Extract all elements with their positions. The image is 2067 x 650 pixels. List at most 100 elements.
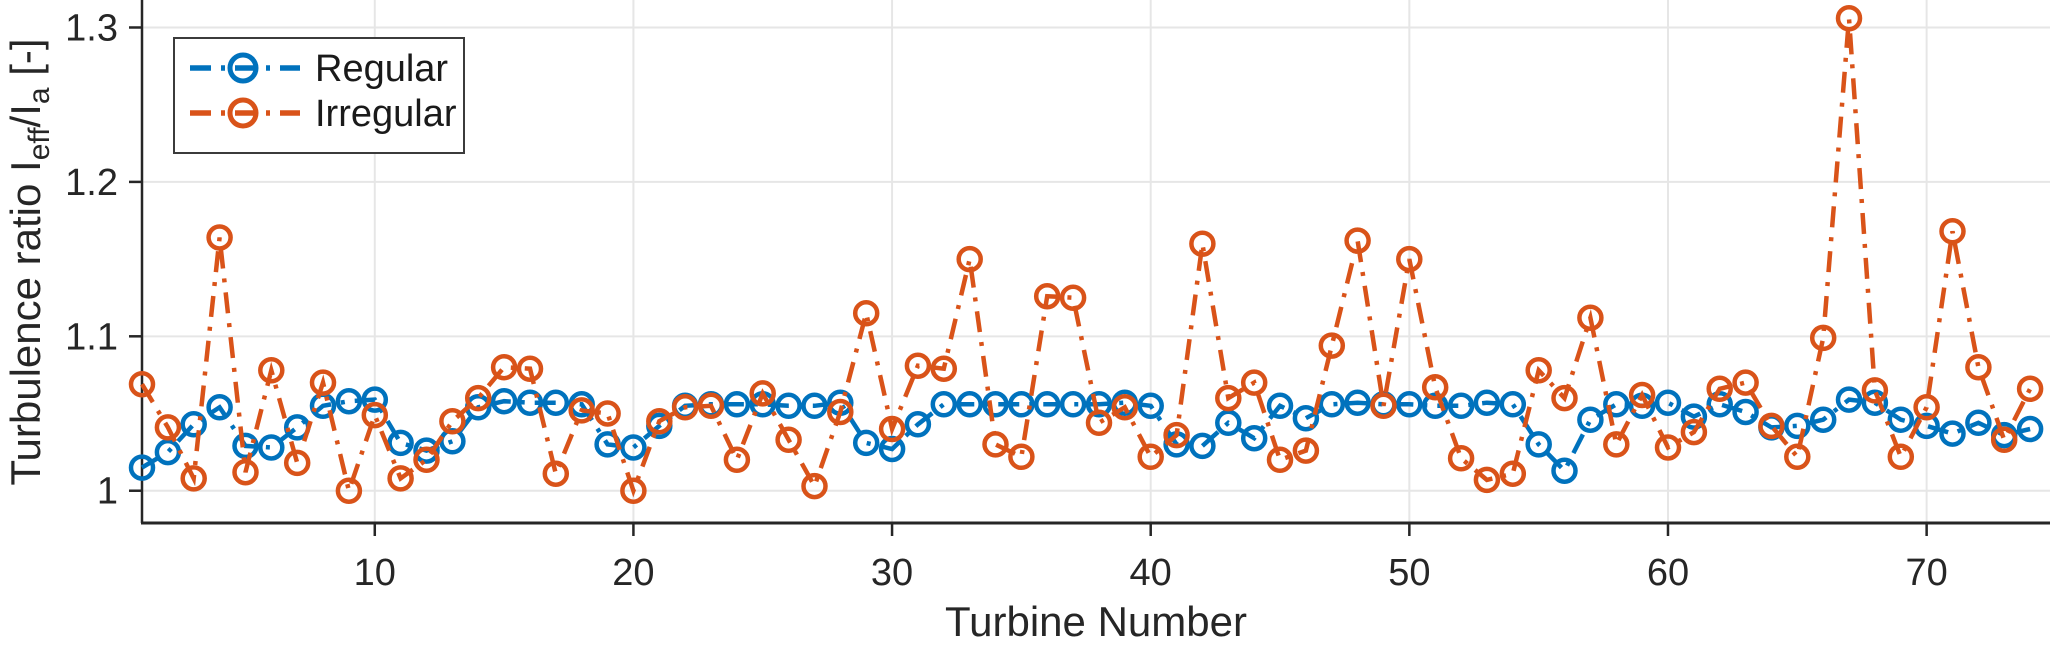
data-point-regular-turbine-32	[930, 391, 958, 418]
legend-label-irregular: Irregular	[315, 93, 457, 135]
y-axis-label: Turbulence ratio Ieff/Ia [-]	[2, 38, 56, 485]
data-point-irregular-turbine-22	[671, 394, 699, 421]
data-point-regular-turbine-54	[1499, 391, 1527, 418]
data-point-irregular-turbine-47	[1318, 332, 1346, 359]
data-point-irregular-turbine-11	[387, 465, 414, 492]
data-point-irregular-turbine-36	[1033, 282, 1061, 310]
data-point-irregular-turbine-20	[620, 477, 647, 504]
data-point-regular-turbine-11	[387, 429, 414, 457]
data-point-irregular-turbine-17	[542, 460, 570, 487]
data-point-regular-turbine-71	[1939, 420, 1966, 447]
data-point-irregular-turbine-59	[1628, 381, 1656, 409]
data-point-regular-turbine-26	[775, 392, 802, 420]
x-tick-label: 20	[612, 552, 654, 594]
data-point-regular-turbine-74	[2016, 415, 2044, 443]
axes	[129, 0, 2050, 536]
data-point-irregular-turbine-60	[1654, 434, 1682, 461]
data-point-irregular-turbine-25	[749, 380, 776, 407]
data-point-irregular-turbine-10	[361, 401, 389, 429]
data-point-irregular-turbine-68	[1861, 377, 1889, 404]
legend-label-regular: Regular	[315, 48, 448, 90]
data-point-regular-turbine-51	[1421, 392, 1449, 420]
data-point-regular-turbine-44	[1240, 424, 1268, 452]
data-point-regular-turbine-58	[1603, 391, 1630, 418]
data-point-regular-turbine-10	[361, 386, 389, 413]
legend-marker-irregular	[227, 97, 259, 129]
data-point-regular-turbine-56	[1551, 457, 1578, 484]
data-point-irregular-turbine-37	[1059, 284, 1087, 311]
data-point-regular-turbine-55	[1525, 431, 1552, 458]
data-point-irregular-turbine-24	[723, 446, 751, 474]
data-point-irregular-turbine-4	[206, 224, 233, 251]
y-tick-label: 1.2	[65, 162, 118, 204]
x-axis-label: Turbine Number	[945, 598, 1247, 645]
series-irregular	[128, 4, 2044, 504]
data-point-regular-turbine-3	[180, 411, 207, 438]
data-point-regular-turbine-36	[1033, 391, 1061, 418]
data-point-regular-turbine-72	[1965, 409, 1992, 437]
data-point-irregular-turbine-74	[2016, 375, 2044, 403]
data-point-irregular-turbine-48	[1344, 227, 1371, 254]
data-point-regular-turbine-43	[1215, 409, 1242, 437]
data-point-irregular-turbine-30	[878, 415, 906, 443]
data-point-irregular-turbine-50	[1396, 245, 1423, 273]
y-tick-label: 1.3	[65, 7, 118, 49]
x-tick-label: 50	[1388, 552, 1430, 594]
data-point-irregular-turbine-71	[1939, 218, 1966, 245]
data-point-regular-turbine-24	[723, 391, 751, 418]
data-point-irregular-turbine-35	[1008, 443, 1035, 471]
data-point-irregular-turbine-57	[1577, 304, 1604, 332]
data-point-irregular-turbine-67	[1835, 4, 1863, 32]
data-point-irregular-turbine-29	[852, 299, 880, 327]
data-point-regular-turbine-17	[542, 389, 570, 416]
data-point-irregular-turbine-44	[1240, 369, 1268, 396]
data-point-irregular-turbine-55	[1525, 357, 1552, 384]
series-line-irregular	[140, 18, 2033, 499]
data-point-irregular-turbine-8	[309, 369, 337, 396]
y-tick-label: 1	[97, 471, 118, 513]
data-point-regular-turbine-68	[1861, 389, 1889, 416]
x-tick-label: 40	[1130, 552, 1172, 594]
data-point-regular-turbine-40	[1137, 392, 1164, 420]
data-point-regular-turbine-1	[128, 454, 156, 481]
x-tick-label: 10	[354, 552, 396, 594]
data-point-irregular-turbine-58	[1603, 431, 1630, 458]
data-point-irregular-turbine-70	[1913, 394, 1940, 421]
data-point-irregular-turbine-18	[568, 397, 595, 424]
data-point-regular-turbine-45	[1266, 392, 1294, 420]
data-point-irregular-turbine-32	[930, 355, 958, 382]
data-point-regular-turbine-16	[516, 389, 544, 416]
data-point-irregular-turbine-52	[1447, 445, 1475, 472]
x-tick-label: 60	[1647, 552, 1689, 594]
data-point-irregular-turbine-7	[283, 449, 311, 477]
data-point-regular-turbine-6	[258, 434, 285, 461]
data-point-irregular-turbine-31	[904, 352, 932, 379]
data-point-regular-turbine-5	[232, 432, 259, 460]
data-point-irregular-turbine-39	[1111, 394, 1139, 421]
x-tick-label: 70	[1905, 552, 1947, 594]
data-point-irregular-turbine-3	[180, 465, 207, 492]
legend-entry-irregular: Irregular	[190, 93, 457, 135]
data-point-regular-turbine-37	[1059, 391, 1087, 418]
legend: Regular Irregular	[173, 37, 465, 154]
legend-box	[173, 37, 465, 154]
y-tick-label: 1.1	[65, 316, 118, 358]
data-point-regular-turbine-65	[1784, 412, 1811, 440]
data-point-irregular-turbine-51	[1421, 374, 1449, 401]
data-point-regular-turbine-67	[1835, 386, 1863, 413]
data-point-regular-turbine-15	[490, 387, 518, 415]
data-point-irregular-turbine-53	[1473, 466, 1501, 494]
data-point-regular-turbine-38	[1085, 391, 1113, 418]
data-point-irregular-turbine-72	[1965, 353, 1992, 381]
data-point-irregular-turbine-21	[646, 407, 673, 435]
data-point-regular-turbine-2	[154, 438, 182, 466]
data-point-regular-turbine-33	[956, 391, 983, 418]
data-point-irregular-turbine-54	[1499, 460, 1527, 487]
data-point-irregular-turbine-15	[490, 353, 518, 381]
data-point-irregular-turbine-27	[801, 472, 828, 500]
data-point-regular-turbine-20	[620, 434, 647, 461]
data-point-irregular-turbine-69	[1887, 443, 1915, 471]
data-point-regular-turbine-57	[1577, 406, 1604, 433]
